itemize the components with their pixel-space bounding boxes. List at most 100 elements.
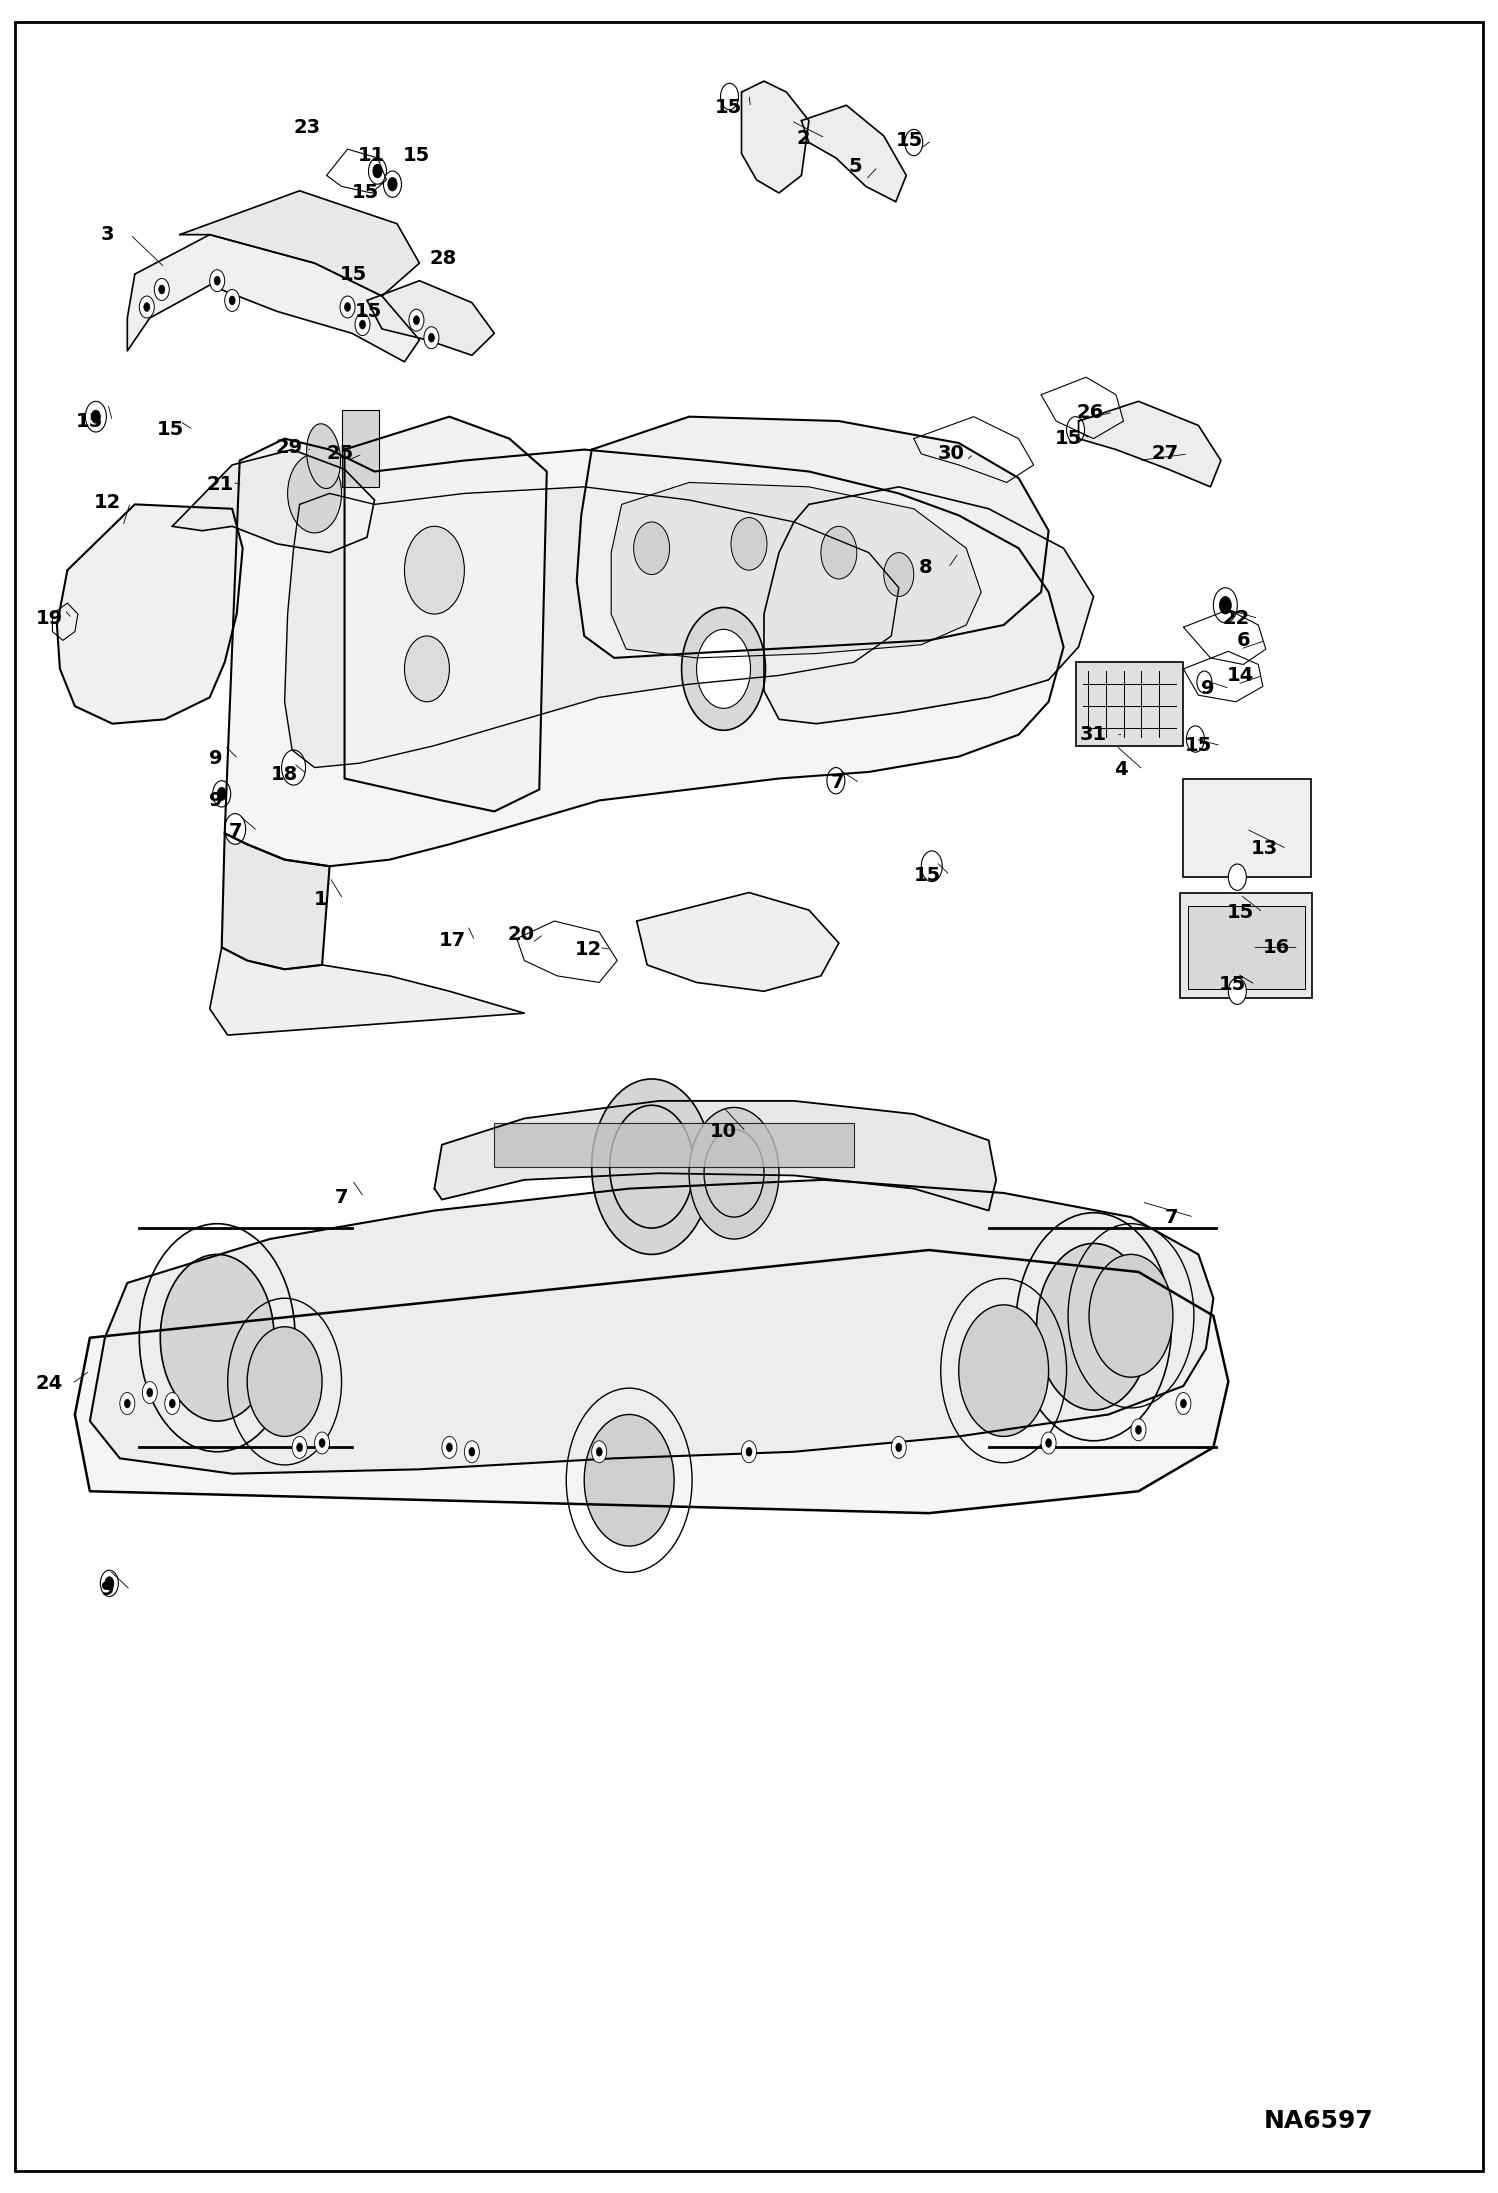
Bar [1188, 906, 1305, 989]
Text: 7: 7 [334, 1189, 349, 1206]
Circle shape [144, 303, 150, 311]
Text: NA6597: NA6597 [1263, 2110, 1374, 2132]
Circle shape [1186, 726, 1204, 752]
Text: 7: 7 [228, 822, 243, 840]
Circle shape [319, 1439, 325, 1447]
Circle shape [610, 1105, 694, 1228]
Text: 22: 22 [1222, 610, 1249, 627]
Circle shape [1197, 671, 1212, 693]
Circle shape [225, 814, 246, 844]
Polygon shape [180, 191, 419, 296]
Text: 4: 4 [1113, 761, 1128, 779]
Polygon shape [90, 1180, 1213, 1474]
Circle shape [154, 279, 169, 300]
Polygon shape [637, 893, 839, 991]
Circle shape [383, 171, 401, 197]
Polygon shape [434, 1101, 996, 1211]
Text: 2: 2 [795, 129, 810, 147]
Text: 3: 3 [100, 226, 115, 243]
Text: 15: 15 [715, 99, 742, 116]
Bar [1180, 893, 1312, 998]
Circle shape [1046, 1439, 1052, 1447]
Circle shape [139, 296, 154, 318]
Circle shape [592, 1079, 712, 1254]
Circle shape [469, 1447, 475, 1456]
Bar [494, 1123, 854, 1167]
Text: 7: 7 [830, 774, 845, 792]
Polygon shape [742, 81, 809, 193]
Text: 25: 25 [327, 445, 354, 463]
Polygon shape [57, 504, 243, 724]
Text: 17: 17 [439, 932, 466, 950]
Polygon shape [75, 1250, 1228, 1513]
Circle shape [91, 410, 100, 423]
Text: 13: 13 [1251, 840, 1278, 857]
Circle shape [217, 787, 226, 800]
Polygon shape [611, 482, 981, 658]
Text: 15: 15 [896, 132, 923, 149]
Circle shape [746, 1447, 752, 1456]
Text: 23: 23 [294, 118, 321, 136]
Circle shape [428, 333, 434, 342]
Text: 15: 15 [403, 147, 430, 164]
Circle shape [1067, 417, 1085, 443]
Text: 28: 28 [430, 250, 457, 268]
Circle shape [1228, 978, 1246, 1004]
Text: 20: 20 [508, 925, 535, 943]
Text: 8: 8 [918, 559, 933, 577]
Circle shape [689, 1107, 779, 1239]
Polygon shape [801, 105, 906, 202]
Circle shape [169, 1399, 175, 1408]
Circle shape [369, 158, 386, 184]
Text: 12: 12 [575, 941, 602, 958]
Circle shape [360, 320, 366, 329]
Text: 15: 15 [1227, 904, 1254, 921]
Circle shape [959, 1305, 1049, 1436]
Circle shape [827, 768, 845, 794]
Circle shape [1135, 1425, 1141, 1434]
Circle shape [213, 781, 231, 807]
Polygon shape [367, 281, 494, 355]
Circle shape [821, 526, 857, 579]
Polygon shape [210, 947, 524, 1035]
Circle shape [225, 289, 240, 311]
Circle shape [1219, 596, 1231, 614]
Text: 1: 1 [313, 890, 328, 908]
Text: 15: 15 [1055, 430, 1082, 447]
Text: 18: 18 [271, 765, 298, 783]
Circle shape [424, 327, 439, 349]
Circle shape [446, 1443, 452, 1452]
Text: 9: 9 [208, 792, 223, 809]
Circle shape [105, 1577, 114, 1590]
Text: 9: 9 [208, 750, 223, 768]
Circle shape [1180, 1399, 1186, 1408]
Text: 9: 9 [1200, 680, 1215, 697]
Text: 15: 15 [355, 303, 382, 320]
Circle shape [315, 1432, 330, 1454]
Circle shape [247, 1327, 322, 1436]
Text: 27: 27 [1152, 445, 1179, 463]
Circle shape [210, 270, 225, 292]
Circle shape [229, 296, 235, 305]
Circle shape [634, 522, 670, 575]
Circle shape [288, 454, 342, 533]
Text: 31: 31 [1080, 726, 1107, 743]
Text: 14: 14 [1227, 667, 1254, 684]
Circle shape [584, 1414, 674, 1546]
Circle shape [682, 607, 765, 730]
Circle shape [731, 518, 767, 570]
Circle shape [464, 1441, 479, 1463]
Polygon shape [222, 833, 330, 969]
Circle shape [214, 276, 220, 285]
Circle shape [388, 178, 397, 191]
Circle shape [1089, 1254, 1173, 1377]
Bar [1183, 779, 1311, 877]
Text: 11: 11 [358, 147, 385, 164]
Text: 15: 15 [1185, 737, 1212, 754]
Text: 15: 15 [914, 866, 941, 884]
Circle shape [355, 314, 370, 336]
Polygon shape [172, 450, 374, 553]
Polygon shape [1079, 401, 1221, 487]
Bar [342, 410, 379, 487]
Circle shape [592, 1441, 607, 1463]
